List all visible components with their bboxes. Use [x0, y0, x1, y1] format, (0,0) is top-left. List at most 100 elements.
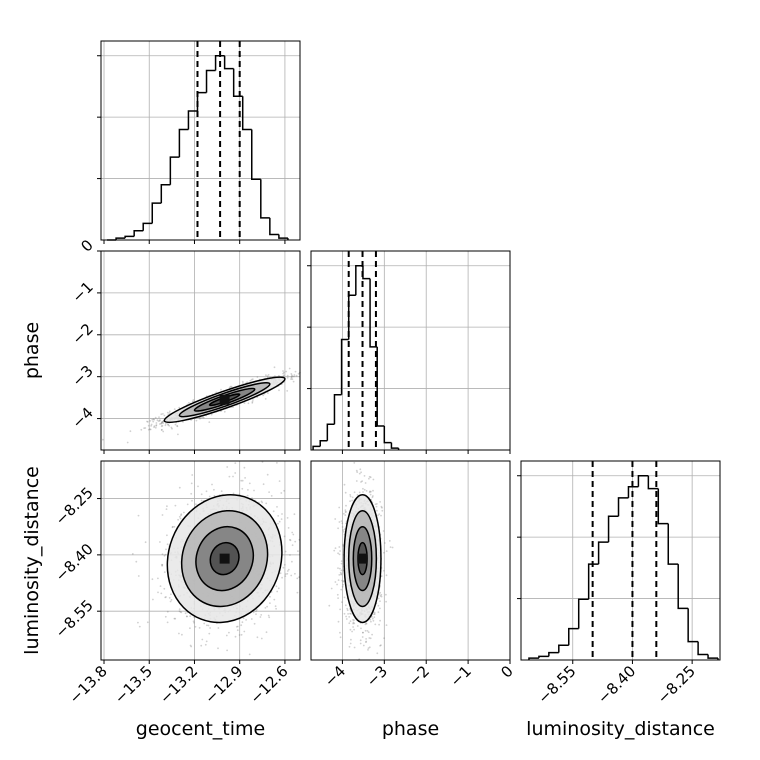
sample-point [353, 646, 356, 649]
sample-point [137, 621, 139, 624]
sample-point [328, 604, 331, 607]
sample-point [282, 372, 284, 375]
sample-point [358, 472, 361, 475]
sample-point [165, 508, 168, 510]
sample-point [342, 580, 345, 583]
sample-point [173, 525, 176, 528]
y-tick-label: −3 [68, 362, 96, 390]
sample-point [213, 488, 215, 491]
sample-point [338, 521, 341, 523]
sample-point [359, 642, 362, 645]
sample-point [266, 375, 269, 377]
sample-point [195, 419, 198, 422]
sample-point [344, 604, 347, 607]
contour-line [209, 541, 240, 576]
sample-point [337, 579, 340, 581]
sample-point [215, 391, 218, 394]
x-axis-label: geocent_time [136, 718, 265, 740]
sample-point [339, 567, 341, 570]
sample-point [333, 549, 336, 552]
sample-point [238, 634, 241, 636]
sample-point [155, 424, 158, 427]
sample-point [341, 579, 343, 582]
sample-point [189, 627, 191, 630]
sample-point [345, 618, 348, 620]
sample-point [159, 419, 161, 421]
sample-point [166, 505, 168, 508]
sample-point [293, 513, 296, 516]
sample-point [171, 526, 174, 529]
histogram-bin [667, 523, 679, 565]
sample-point [163, 414, 166, 417]
sample-point [340, 573, 342, 576]
sample-point [290, 378, 292, 380]
histogram-bin [142, 222, 153, 231]
sample-point [365, 640, 368, 643]
histogram-bin [260, 179, 270, 219]
contour-line [352, 525, 373, 592]
sample-point [149, 420, 152, 422]
sample-point [255, 613, 257, 616]
y-tick-label: −2 [68, 320, 96, 348]
sample-point [372, 489, 374, 492]
sample-point [294, 370, 297, 373]
sample-point [165, 422, 167, 425]
sample-point [274, 375, 276, 377]
sample-point [182, 421, 184, 423]
sample-point [290, 376, 293, 379]
histogram-bin [597, 541, 609, 565]
sample-point [367, 649, 369, 651]
sample-point [276, 506, 278, 508]
sample-point [161, 421, 164, 424]
sample-point [383, 637, 385, 640]
sample-point [161, 514, 164, 516]
histogram-bin [647, 475, 659, 490]
sample-point [226, 466, 229, 468]
sample-point [372, 495, 374, 497]
sample-point [377, 604, 380, 607]
sample-point [192, 620, 195, 623]
sample-point [228, 631, 230, 634]
sample-point [297, 372, 300, 375]
sample-point [330, 587, 333, 590]
sample-point [202, 416, 205, 419]
sample-point [340, 560, 343, 562]
sample-point [164, 553, 167, 556]
contour-line [180, 509, 269, 608]
sample-point [235, 625, 238, 628]
sample-point [373, 613, 376, 615]
sample-point [236, 625, 239, 628]
sample-point [353, 491, 356, 494]
sample-point [288, 367, 291, 370]
sample-point [283, 535, 286, 538]
plot-area [101, 251, 300, 450]
sample-point [251, 497, 253, 500]
sample-point [345, 615, 347, 618]
sample-point [200, 499, 203, 502]
sample-point [156, 419, 159, 422]
sample-point [368, 475, 371, 478]
sample-point [190, 482, 193, 485]
sample-point [336, 593, 339, 596]
sample-point [343, 596, 346, 599]
sample-point [162, 430, 165, 433]
sample-point [178, 610, 181, 612]
sample-point [170, 426, 173, 429]
sample-point [383, 569, 385, 572]
sample-point [241, 487, 244, 490]
sample-point [344, 514, 347, 516]
histogram-bin [390, 442, 399, 449]
sample-point [280, 518, 283, 520]
histogram-bin [340, 338, 349, 395]
sample-point [160, 413, 163, 416]
sample-point [189, 615, 192, 617]
sample-point [362, 631, 364, 634]
sample-point [289, 538, 291, 541]
sample-point [291, 544, 294, 547]
sample-point [155, 422, 158, 424]
sample-point [208, 632, 211, 635]
sample-point [356, 494, 359, 496]
histogram-bin [319, 440, 328, 447]
sample-point [373, 613, 375, 616]
sample-point [186, 503, 189, 506]
